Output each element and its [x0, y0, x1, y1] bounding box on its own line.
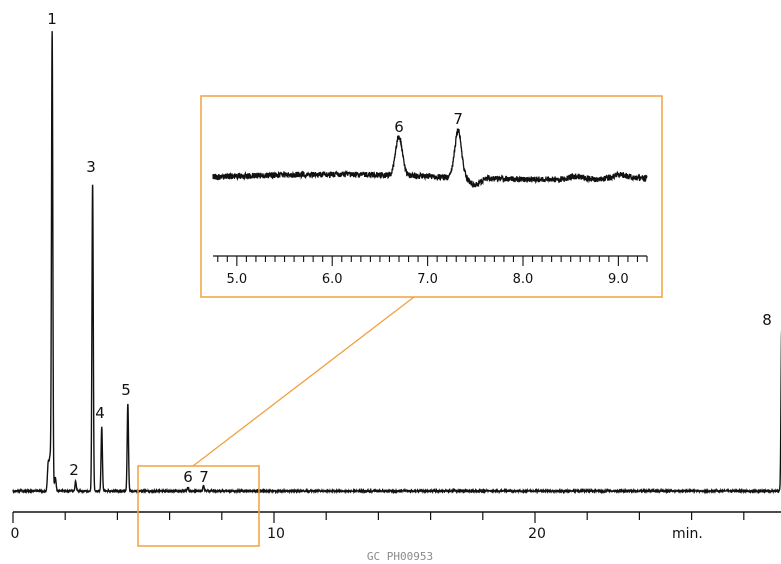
time-unit-label: min.	[672, 526, 703, 542]
zoom-connector-line	[192, 296, 415, 467]
peak-label-3: 3	[86, 158, 96, 176]
peak-label-1: 1	[47, 10, 57, 28]
inset-tick-label: 7.0	[417, 272, 438, 287]
main-time-axis: 0 10 20	[11, 511, 781, 542]
peak-label-6: 6	[183, 468, 193, 486]
peak-label-4: 4	[95, 404, 105, 422]
peak-label-2: 2	[69, 461, 79, 479]
inset-tick-label: 8.0	[513, 272, 534, 287]
inset-time-axis: 5.0 6.0 7.0 8.0 9.0	[213, 255, 648, 287]
inset-tick-label: 5.0	[227, 272, 248, 287]
inset-tick-label: 6.0	[322, 272, 343, 287]
peak-label-7: 7	[199, 468, 209, 486]
figure-code: GC PH00953	[367, 550, 433, 563]
inset-chromatogram-trace	[212, 127, 648, 188]
main-chromatogram-trace	[12, 31, 781, 495]
main-tick-label: 10	[267, 526, 285, 542]
zoom-region-box	[137, 465, 260, 547]
inset-peak-label-6: 6	[394, 118, 404, 136]
inset-tick-label: 9.0	[608, 272, 629, 287]
main-tick-label: 0	[11, 526, 20, 542]
inset-frame	[200, 95, 663, 298]
inset-peak-label-7: 7	[453, 110, 463, 128]
main-tick-label: 20	[528, 526, 546, 542]
peak-label-8: 8	[762, 311, 772, 329]
peak-label-5: 5	[121, 381, 131, 399]
